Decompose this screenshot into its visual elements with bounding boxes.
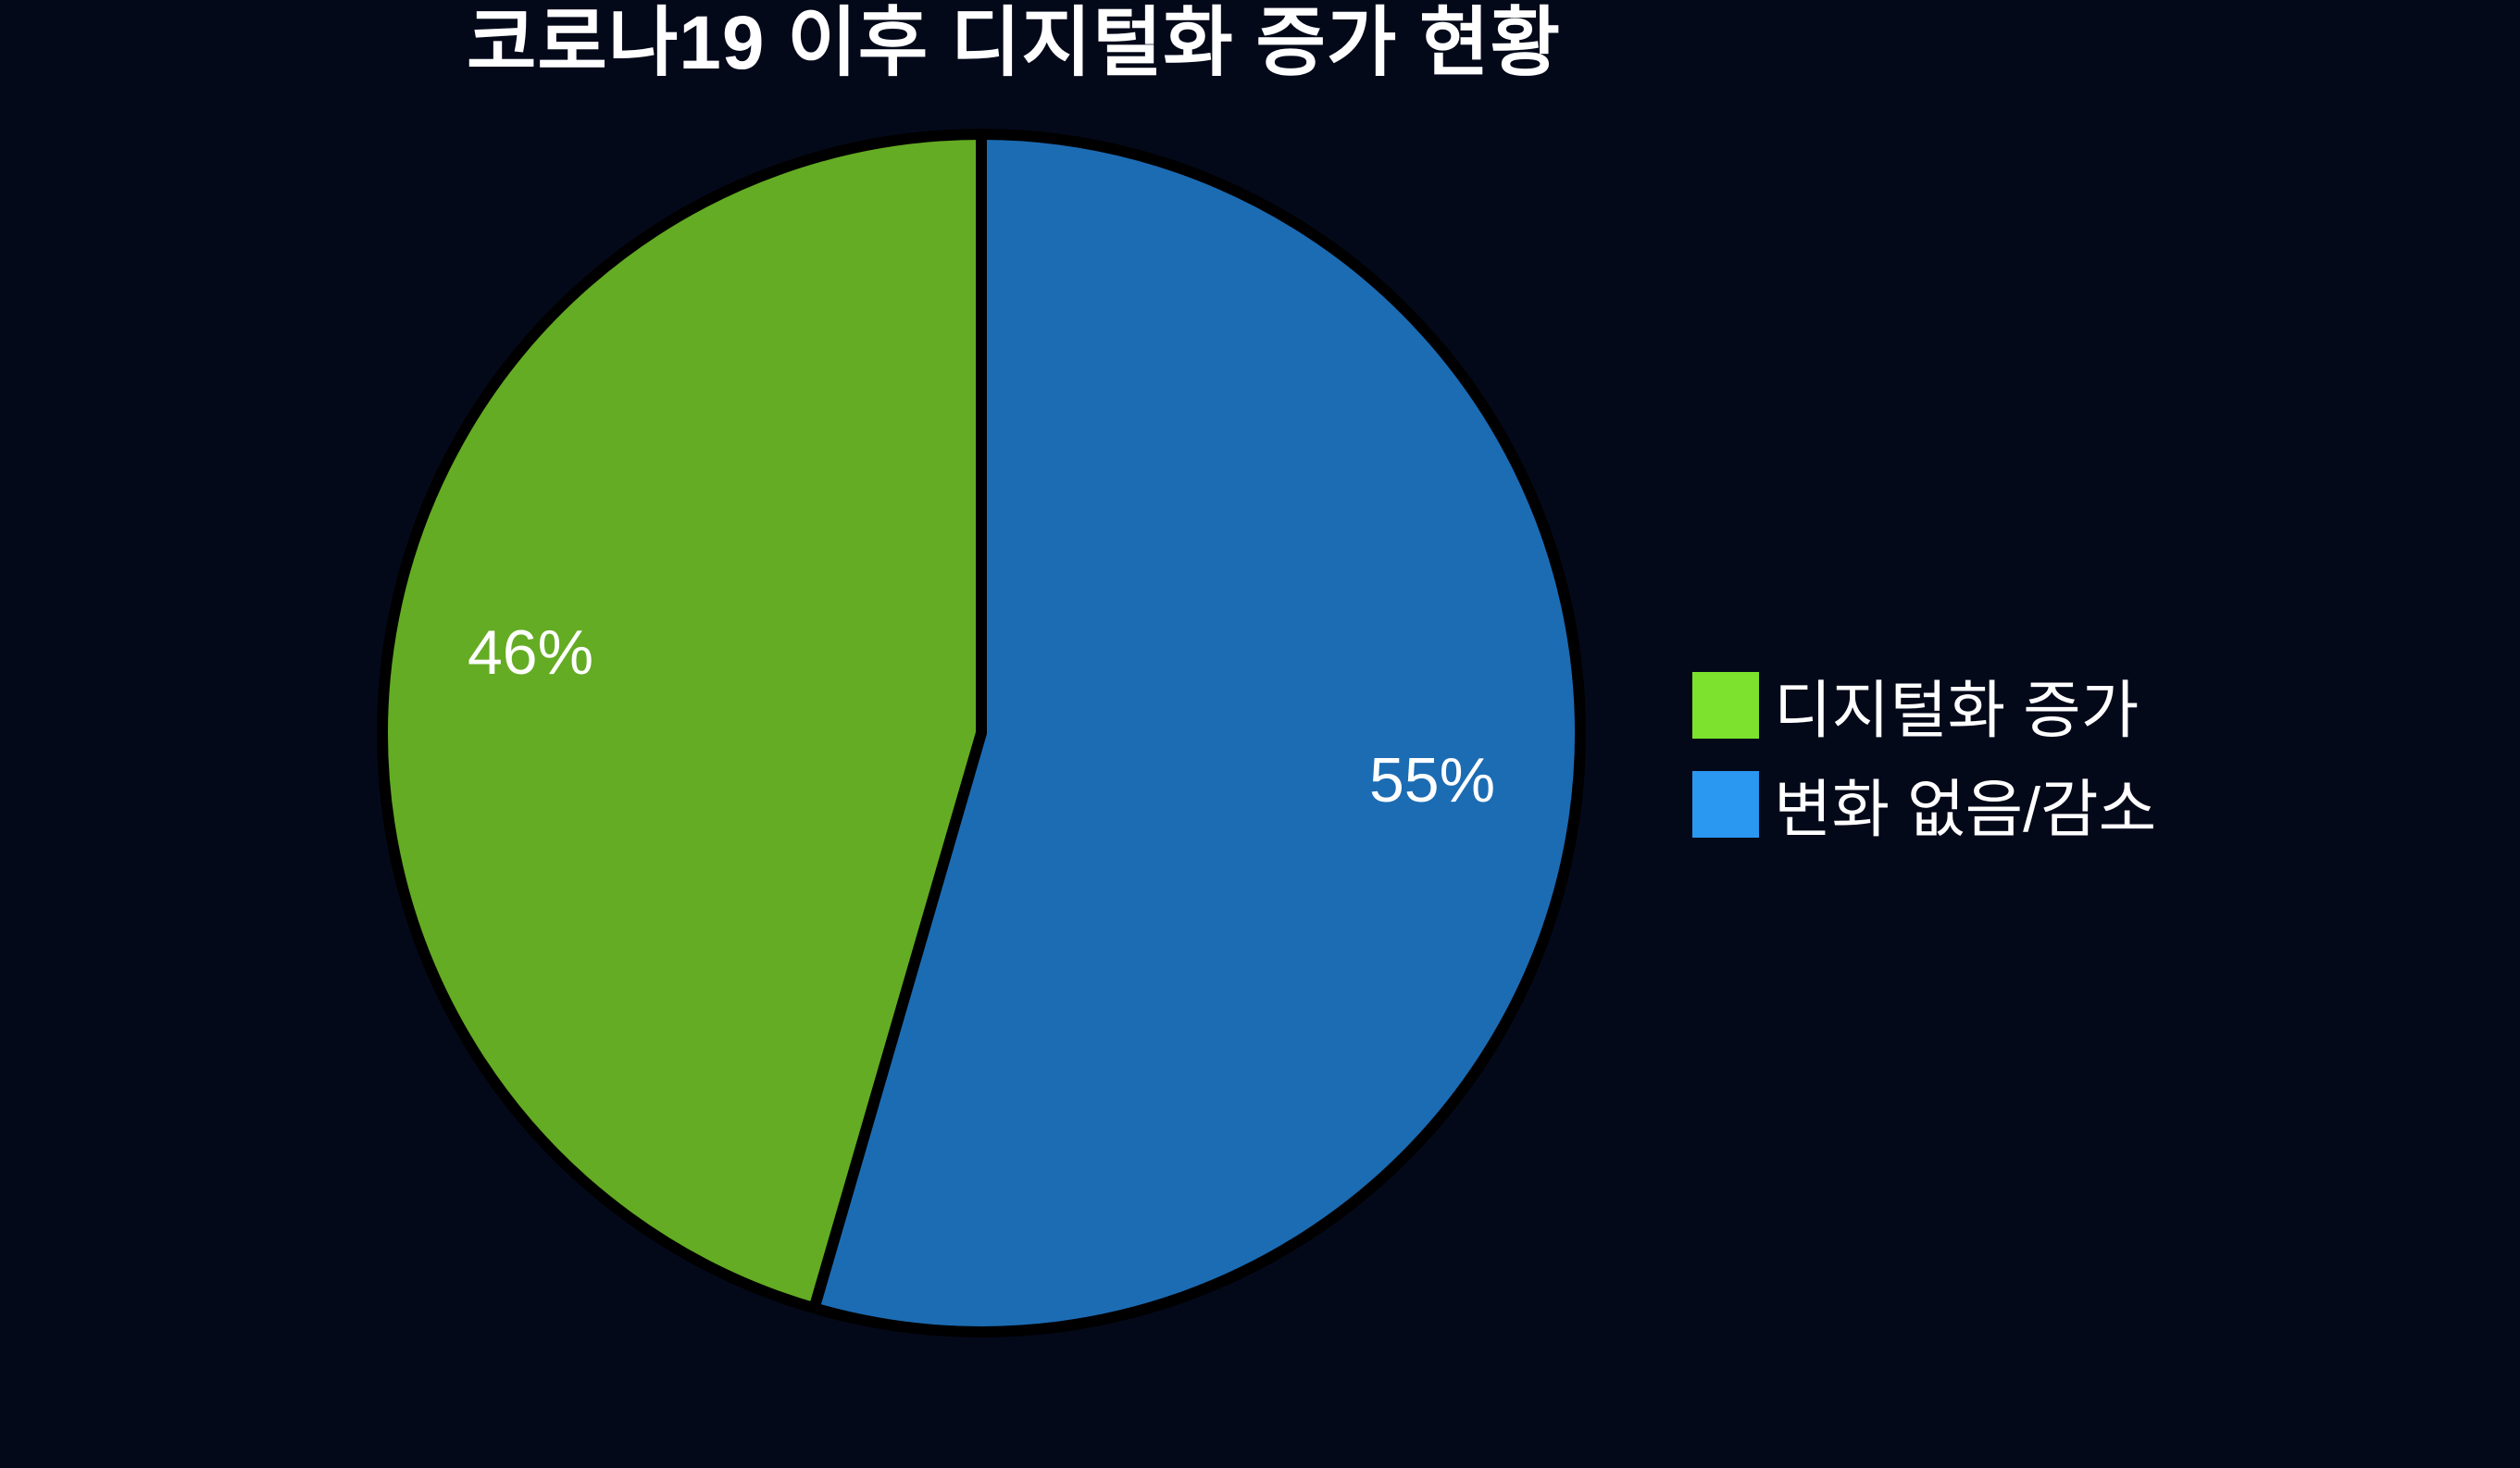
legend-swatch-green-icon (1692, 671, 1759, 739)
pie-slice-2 (808, 129, 1587, 1337)
legend-swatch-blue-icon (1692, 770, 1759, 838)
legend-item-digital-increase: 디지털화 증가 (1692, 659, 2156, 751)
legend: 디지털화 증가 변화 없음/감소 (1692, 659, 2156, 850)
legend-label-digital-increase: 디지털화 증가 (1774, 676, 2140, 746)
pie-slice-1 (377, 129, 987, 1314)
legend-item-no-change-decrease: 변화 없음/감소 (1692, 758, 2156, 850)
pie-percent-label-green: 46% (467, 617, 594, 688)
chart-title: 코로나19 이후 디지털화 증가 현황 (466, 1, 1562, 85)
legend-label-no-change-decrease: 변화 없음/감소 (1774, 775, 2157, 845)
pie-percent-label-blue: 55% (1368, 745, 1496, 815)
